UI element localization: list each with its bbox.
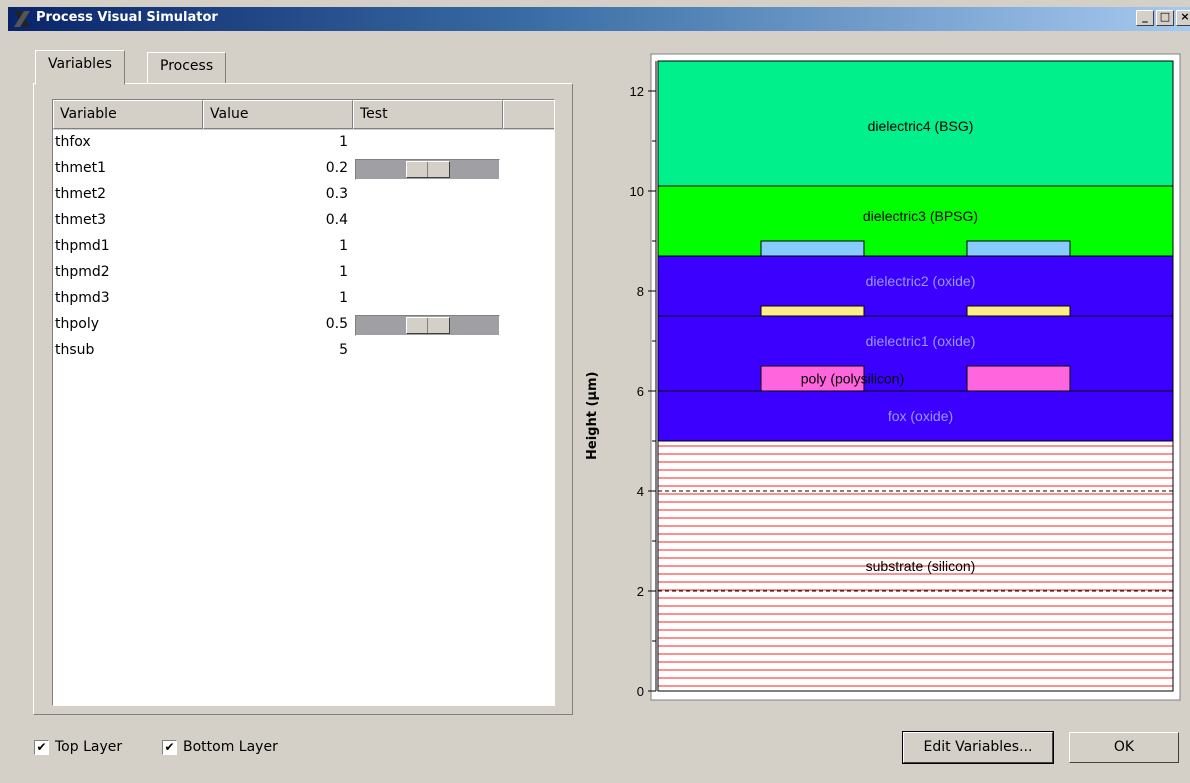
variable-name: thmet3 — [55, 212, 107, 228]
tab-variables[interactable]: Variables — [35, 50, 125, 85]
y-axis-label: Height (µm) — [585, 371, 600, 460]
ok-button[interactable]: OK — [1069, 732, 1179, 763]
column-header-test[interactable]: Test — [353, 100, 503, 129]
top-layer-label: Top Layer — [55, 739, 123, 755]
variable-name: thpmd1 — [55, 238, 110, 254]
title-bar: Process Visual Simulator _ □ × — [0, 0, 1190, 34]
layer-label-5: dielectric4 (BSG) — [868, 118, 974, 134]
variable-value[interactable]: 1 — [339, 238, 348, 254]
table-row[interactable]: thmet2 0.3 — [53, 183, 554, 209]
feature-5 — [966, 240, 1071, 257]
x-logo-icon — [14, 11, 30, 27]
title-bar-background: Process Visual Simulator _ □ × — [8, 7, 1190, 31]
table-row[interactable]: thmet1 0.2 — [53, 157, 554, 183]
feature-4 — [760, 240, 865, 257]
variable-name: thmet1 — [55, 160, 107, 176]
y-tick-label: 10 — [630, 184, 644, 199]
variable-value[interactable]: 0.3 — [325, 186, 348, 202]
feature-3 — [966, 305, 1071, 317]
table-row[interactable]: thpmd2 1 — [53, 261, 554, 287]
layer-label-0: substrate (silicon) — [866, 558, 976, 574]
variables-table: Variable Value Test thfox 1 thmet1 0.2 thmet… — [52, 99, 555, 706]
y-tick-label: 2 — [637, 584, 644, 599]
close-button[interactable]: × — [1176, 10, 1190, 26]
tab-process[interactable]: Process — [147, 52, 227, 84]
feature-1 — [966, 365, 1071, 392]
layer-label-1: fox (oxide) — [888, 408, 953, 424]
table-row[interactable]: thpmd3 1 — [53, 287, 554, 313]
variable-value[interactable]: 1 — [339, 264, 348, 280]
layer-0 — [657, 440, 1174, 692]
layer-2 — [657, 315, 1174, 392]
test-slider[interactable] — [355, 159, 500, 180]
column-header-filler — [503, 100, 554, 129]
variable-name: thfox — [55, 134, 91, 150]
bottom-layer-checkbox[interactable]: ✔ — [162, 739, 177, 755]
table-row[interactable]: thsub 5 — [53, 339, 554, 365]
column-header-value[interactable]: Value — [203, 100, 353, 129]
y-tick-label: 6 — [637, 384, 644, 399]
minimize-button[interactable]: _ — [1136, 10, 1154, 26]
layer-4 — [657, 185, 1174, 257]
variables-tab-panel — [33, 83, 573, 715]
variable-value[interactable]: 0.4 — [325, 212, 348, 228]
table-row[interactable]: thmet3 0.4 — [53, 209, 554, 235]
variable-name: thmet2 — [55, 186, 107, 202]
y-tick-label: 0 — [637, 684, 644, 699]
edit-variables-button[interactable]: Edit Variables... — [902, 731, 1054, 764]
table-row[interactable]: thpmd1 1 — [53, 235, 554, 261]
layer-1 — [657, 390, 1174, 442]
y-tick-label: 12 — [630, 84, 644, 99]
y-tick-label: 8 — [637, 284, 644, 299]
variable-value[interactable]: 1 — [339, 290, 348, 306]
layer-label-4: dielectric3 (BPSG) — [863, 208, 978, 224]
table-header: Variable Value Test — [53, 100, 554, 130]
layer-3 — [657, 255, 1174, 317]
test-slider[interactable] — [355, 315, 500, 336]
variable-name: thpmd3 — [55, 290, 110, 306]
slider-handle[interactable] — [406, 317, 450, 334]
layer-label-3: dielectric2 (oxide) — [866, 273, 976, 289]
slider-handle[interactable] — [406, 161, 450, 178]
feature-label-poly: poly (polysilicon) — [801, 371, 904, 387]
feature-2 — [760, 305, 865, 317]
top-layer-checkbox[interactable]: ✔ — [34, 739, 49, 755]
layer-5 — [657, 60, 1174, 187]
variable-name: thpoly — [55, 316, 99, 332]
top-layer-option[interactable]: ✔ Top Layer — [34, 739, 122, 755]
feature-0 — [760, 365, 865, 392]
column-header-variable[interactable]: Variable — [53, 100, 203, 129]
variable-name: thpmd2 — [55, 264, 110, 280]
bottom-layer-option[interactable]: ✔ Bottom Layer — [162, 739, 278, 755]
y-tick-label: 4 — [637, 484, 644, 499]
bottom-layer-label: Bottom Layer — [183, 739, 278, 755]
cross-section-plot: substrate (silicon) fox (oxide) dielectric… — [630, 53, 1181, 701]
variable-name: thsub — [55, 342, 95, 358]
maximize-button[interactable]: □ — [1156, 10, 1174, 26]
variable-value[interactable]: 0.2 — [325, 160, 348, 176]
table-row[interactable]: thfox 1 — [53, 131, 554, 157]
variable-value[interactable]: 0.5 — [325, 316, 348, 332]
window-title: Process Visual Simulator — [36, 10, 218, 25]
table-row[interactable]: thpoly 0.5 — [53, 313, 554, 339]
variable-value[interactable]: 5 — [339, 342, 348, 358]
variable-value[interactable]: 1 — [339, 134, 348, 150]
layer-label-2: dielectric1 (oxide) — [866, 333, 976, 349]
